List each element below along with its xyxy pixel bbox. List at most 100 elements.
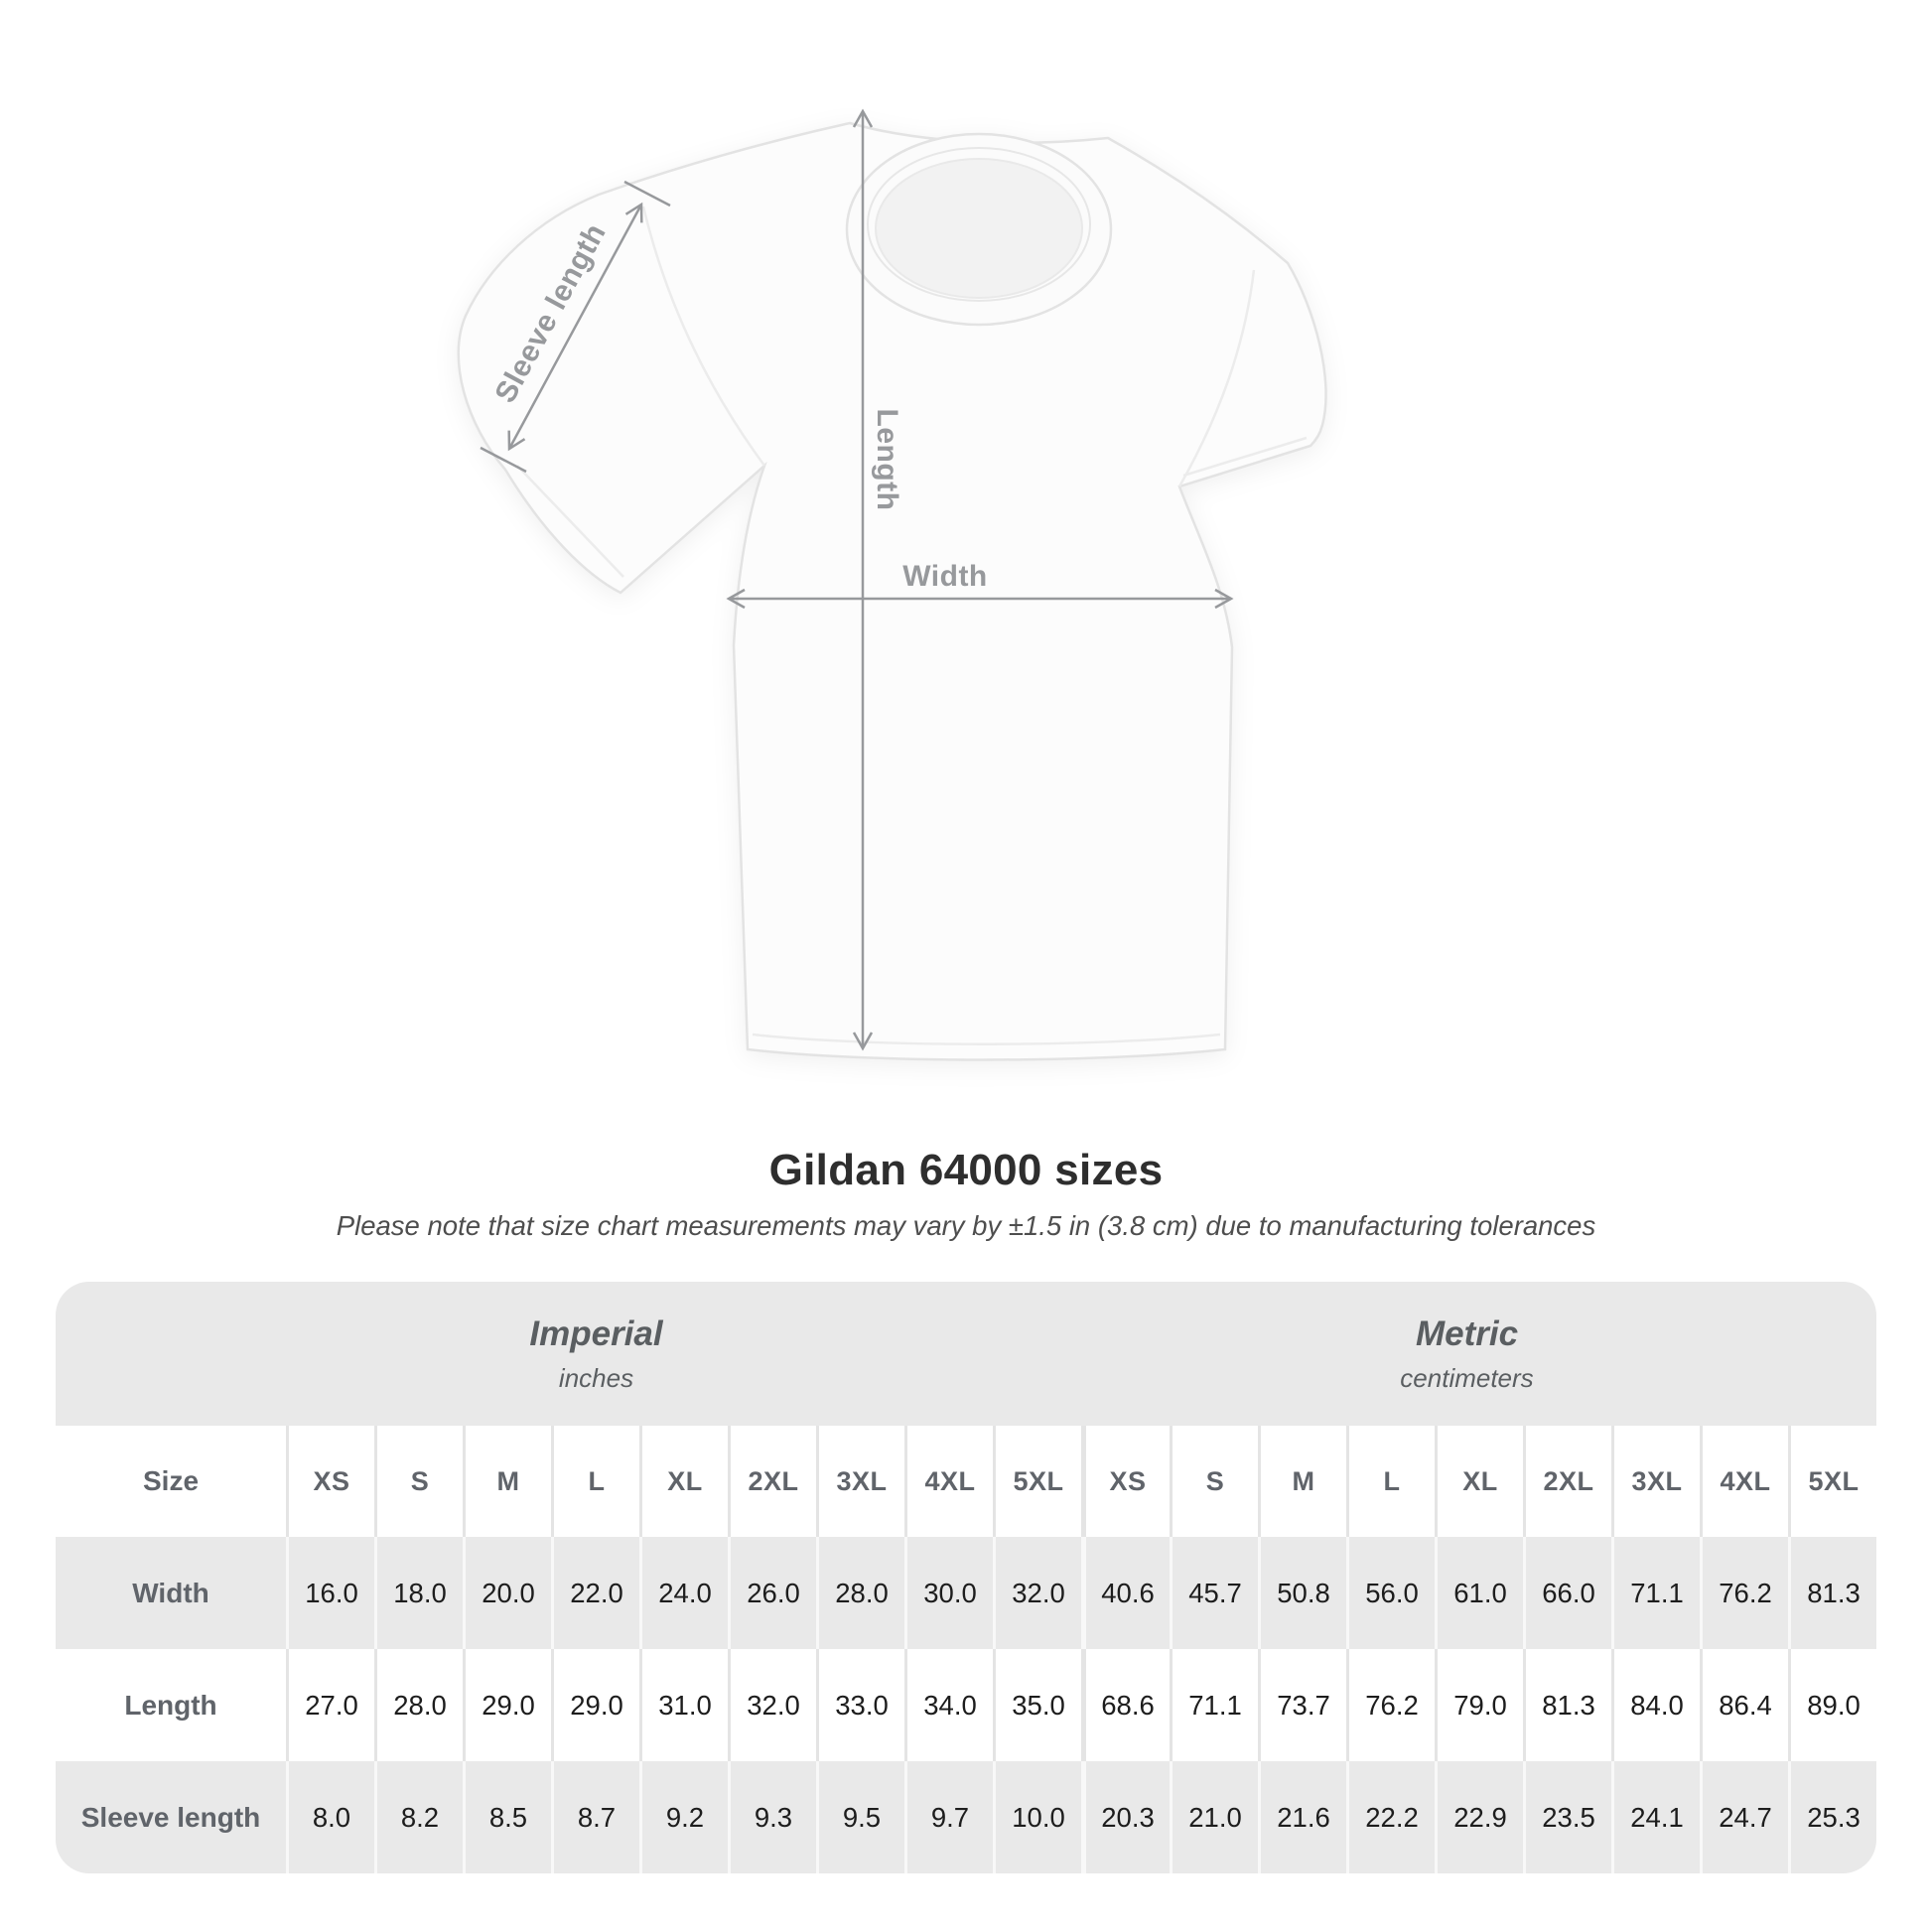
size-header-imperial-0: XS (286, 1426, 374, 1537)
size-value-cell: 20.0 (463, 1537, 551, 1649)
unit-group-row: Imperial inches Metric centimeters (56, 1282, 1876, 1426)
size-value-cell: 24.7 (1700, 1761, 1788, 1873)
metric-unit: centimeters (1400, 1362, 1534, 1393)
size-header-metric-0: XS (1081, 1426, 1170, 1537)
size-value-cell: 29.0 (551, 1649, 639, 1761)
length-arrow: Length (852, 108, 903, 1051)
left-cuff-stitch (516, 465, 624, 578)
size-value-cell: 29.0 (463, 1649, 551, 1761)
metric-group-header: Metric centimeters (1081, 1282, 1876, 1426)
size-header-imperial-4: XL (639, 1426, 728, 1537)
size-value-cell: 81.3 (1523, 1649, 1611, 1761)
size-header-imperial-2: M (463, 1426, 551, 1537)
size-value-cell: 8.5 (463, 1761, 551, 1873)
size-value-cell: 68.6 (1081, 1649, 1170, 1761)
size-value-cell: 21.0 (1170, 1761, 1258, 1873)
size-value-cell: 23.5 (1523, 1761, 1611, 1873)
size-value-cell: 30.0 (904, 1537, 993, 1649)
size-value-cell: 8.2 (374, 1761, 463, 1873)
row-label: Sleeve length (80, 1801, 261, 1833)
size-value-cell: 28.0 (374, 1649, 463, 1761)
size-value-cell: 73.7 (1258, 1649, 1346, 1761)
page-title: Gildan 64000 sizes (768, 1146, 1164, 1194)
size-value-cell: 86.4 (1700, 1649, 1788, 1761)
size-value-cell: 71.1 (1611, 1537, 1700, 1649)
size-value-cell: 34.0 (904, 1649, 993, 1761)
size-value-cell: 24.0 (639, 1537, 728, 1649)
size-header-imperial-6: 3XL (816, 1426, 904, 1537)
size-value-cell: 45.7 (1170, 1537, 1258, 1649)
size-value-cell: 35.0 (993, 1649, 1081, 1761)
size-header-metric-3: L (1346, 1426, 1435, 1537)
size-value-cell: 61.0 (1435, 1537, 1523, 1649)
size-value-cell: 76.2 (1346, 1649, 1435, 1761)
size-header-imperial-8: 5XL (993, 1426, 1081, 1537)
size-value-cell: 9.7 (904, 1761, 993, 1873)
width-arrow: Width (726, 560, 1234, 610)
metric-label: Metric (1415, 1313, 1519, 1353)
size-value-cell: 18.0 (374, 1537, 463, 1649)
table-row-2: Sleeve length 8.0 8.2 8.5 8.7 9.2 9.3 9.5 9.7 10.… (56, 1761, 1876, 1873)
size-header-metric-8: 5XL (1788, 1426, 1876, 1537)
size-header-metric-2: M (1258, 1426, 1346, 1537)
size-value-cell: 32.0 (728, 1649, 816, 1761)
imperial-group-header: Imperial inches (56, 1282, 1081, 1426)
size-value-cell: 76.2 (1700, 1537, 1788, 1649)
row-label: Width (132, 1577, 209, 1608)
hem-stitch (752, 1033, 1221, 1045)
left-armhole-seam (641, 206, 766, 467)
size-header-metric-1: S (1170, 1426, 1258, 1537)
size-value-cell: 40.6 (1081, 1537, 1170, 1649)
size-value-cell: 21.6 (1258, 1761, 1346, 1873)
size-header-imperial-5: 2XL (728, 1426, 816, 1537)
size-chart-table: Imperial inches Metric centimeters Size … (56, 1282, 1876, 1873)
size-value-cell: 9.3 (728, 1761, 816, 1873)
size-value-cell: 33.0 (816, 1649, 904, 1761)
tolerance-note: Please note that size chart measurements… (336, 1210, 1596, 1241)
table-row-1: Length 27.0 28.0 29.0 29.0 31.0 32.0 33.0 34.0 35… (56, 1649, 1876, 1761)
size-value-cell: 50.8 (1258, 1537, 1346, 1649)
size-value-cell: 9.5 (816, 1761, 904, 1873)
size-value-cell: 81.3 (1788, 1537, 1876, 1649)
size-value-cell: 22.0 (551, 1537, 639, 1649)
size-value-cell: 89.0 (1788, 1649, 1876, 1761)
right-cuff-stitch (1182, 436, 1308, 478)
size-value-cell: 22.9 (1435, 1761, 1523, 1873)
size-value-cell: 22.2 (1346, 1761, 1435, 1873)
size-value-cell: 24.1 (1611, 1761, 1700, 1873)
size-header-imperial-7: 4XL (904, 1426, 993, 1537)
size-header-imperial-3: L (551, 1426, 639, 1537)
size-header-imperial-1: S (374, 1426, 463, 1537)
size-value-cell: 25.3 (1788, 1761, 1876, 1873)
size-header-metric-6: 3XL (1611, 1426, 1700, 1537)
size-value-cell: 71.1 (1170, 1649, 1258, 1761)
size-value-cell: 27.0 (286, 1649, 374, 1761)
size-value-cell: 26.0 (728, 1537, 816, 1649)
size-column-header: Size (142, 1465, 200, 1496)
size-header-metric-4: XL (1435, 1426, 1523, 1537)
right-armhole-seam (1177, 269, 1256, 487)
size-value-cell: 28.0 (816, 1537, 904, 1649)
imperial-label: Imperial (529, 1313, 663, 1353)
table-row-0: Width 16.0 18.0 20.0 22.0 24.0 26.0 28.0 30.0 32.… (56, 1537, 1876, 1649)
tshirt-diagram: Sleeve length Length Width (457, 108, 1327, 1061)
size-value-cell: 9.2 (639, 1761, 728, 1873)
imperial-unit: inches (558, 1362, 634, 1393)
size-value-cell: 31.0 (639, 1649, 728, 1761)
size-value-cell: 8.7 (551, 1761, 639, 1873)
size-value-cell: 32.0 (993, 1537, 1081, 1649)
size-value-cell: 20.3 (1081, 1761, 1170, 1873)
size-value-cell: 79.0 (1435, 1649, 1523, 1761)
size-guide-illustration: Sleeve length Length Width (457, 108, 1327, 1061)
width-label: Width (902, 560, 988, 593)
size-value-cell: 66.0 (1523, 1537, 1611, 1649)
size-header-metric-5: 2XL (1523, 1426, 1611, 1537)
length-label: Length (871, 409, 903, 511)
size-value-cell: 56.0 (1346, 1537, 1435, 1649)
size-value-cell: 10.0 (993, 1761, 1081, 1873)
row-label: Length (124, 1689, 217, 1721)
size-value-cell: 84.0 (1611, 1649, 1700, 1761)
size-header-row: Size XS S M L XL 2XL 3XL 4XL 5XL XS S M L XL 2XL 3XL 4XL… (56, 1426, 1876, 1537)
size-value-cell: 8.0 (286, 1761, 374, 1873)
size-header-metric-7: 4XL (1700, 1426, 1788, 1537)
